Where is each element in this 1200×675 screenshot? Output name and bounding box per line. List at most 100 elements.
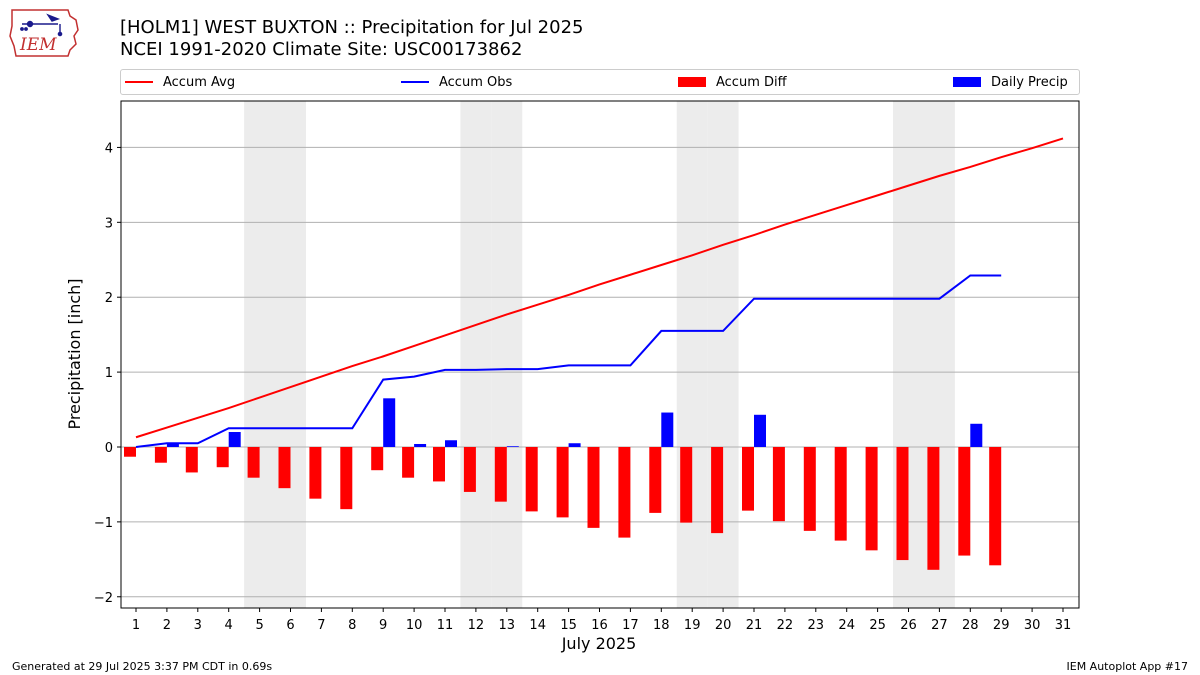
x-tick-label: 3 xyxy=(194,618,202,633)
x-tick-label: 17 xyxy=(622,618,639,633)
x-tick-label: 7 xyxy=(317,618,325,633)
x-tick-label: 8 xyxy=(348,618,356,633)
legend-label-accum-avg: Accum Avg xyxy=(163,74,236,90)
daily-precip-bar xyxy=(754,414,766,447)
y-tick-label: 4 xyxy=(105,141,113,156)
y-tick-label: −2 xyxy=(94,591,113,606)
x-tick-label: 15 xyxy=(560,618,577,633)
app-label: IEM Autoplot App #17 xyxy=(1066,660,1189,673)
iem-logo: IEM xyxy=(9,9,79,57)
legend-swatch-accum-avg xyxy=(125,81,153,83)
accum-diff-bar xyxy=(680,446,693,523)
legend-swatch-accum-diff xyxy=(678,77,706,87)
weekend-shade xyxy=(707,101,739,608)
accum-diff-bar xyxy=(463,446,476,492)
plot-frame xyxy=(120,100,1080,609)
accum-diff-bar xyxy=(742,446,754,511)
daily-precip-bar xyxy=(445,440,457,447)
x-tick-label: 14 xyxy=(529,618,546,633)
accum-diff-bar xyxy=(402,446,415,478)
x-tick-label: 20 xyxy=(715,618,732,633)
daily-precip-bar xyxy=(506,446,519,447)
legend-item-accum-avg: Accum Avg xyxy=(125,73,235,91)
accum-diff-bar xyxy=(772,446,785,522)
accum-obs-line xyxy=(135,274,1002,448)
daily-precip-bar xyxy=(970,423,983,447)
legend-item-daily-precip: Daily Precip xyxy=(953,73,1068,91)
daily-precip-bar xyxy=(568,443,581,447)
x-tick-label: 28 xyxy=(962,618,979,633)
weekend-shade xyxy=(893,101,924,608)
x-tick-label: 11 xyxy=(437,618,454,633)
logo-text: IEM xyxy=(19,35,57,55)
weekend-shade xyxy=(244,101,276,608)
y-tick-label: 1 xyxy=(105,366,113,381)
x-tick-label: 10 xyxy=(406,618,423,633)
accum-diff-bar xyxy=(803,446,816,531)
y-tick-label: 2 xyxy=(105,291,113,306)
legend-swatch-accum-obs xyxy=(401,81,429,83)
accum-diff-bar xyxy=(494,446,507,502)
accum-diff-bar xyxy=(216,446,229,468)
legend-label-accum-obs: Accum Obs xyxy=(439,74,513,90)
x-tick-label: 16 xyxy=(591,618,608,633)
weekend-shade xyxy=(676,101,708,608)
accum-diff-bar xyxy=(556,446,569,518)
accum-diff-bar xyxy=(927,446,940,570)
weekend-shade xyxy=(275,101,306,608)
x-tick-label: 24 xyxy=(838,618,855,633)
daily-precip-bar xyxy=(661,412,674,447)
daily-precip-bar xyxy=(383,398,396,447)
y-tick-label: 3 xyxy=(105,216,113,231)
legend-label-accum-diff: Accum Diff xyxy=(716,74,787,90)
chart-legend: Accum Avg Accum Obs Accum Diff Daily Pre… xyxy=(120,69,1080,95)
accum-diff-bar xyxy=(278,446,291,489)
chart-subtitle: NCEI 1991-2020 Climate Site: USC00173862 xyxy=(120,39,523,60)
accum-diff-bar xyxy=(649,446,662,513)
x-tick-label: 27 xyxy=(931,618,948,633)
accum-diff-bar xyxy=(124,446,136,457)
chart-title: [HOLM1] WEST BUXTON :: Precipitation for… xyxy=(120,17,584,38)
accum-diff-bar xyxy=(525,446,538,512)
accum-diff-bar xyxy=(989,446,1002,566)
x-tick-label: 5 xyxy=(255,618,263,633)
x-tick-label: 23 xyxy=(808,618,825,633)
accum-diff-bar xyxy=(340,446,353,510)
x-tick-label: 31 xyxy=(1055,618,1072,633)
generated-timestamp: Generated at 29 Jul 2025 3:37 PM CDT in … xyxy=(12,660,273,673)
x-axis-label: July 2025 xyxy=(561,634,637,653)
accum-diff-bar xyxy=(433,446,445,482)
accum-diff-bar xyxy=(834,446,847,541)
x-tick-label: 12 xyxy=(468,618,485,633)
x-tick-label: 29 xyxy=(993,618,1010,633)
daily-precip-bar xyxy=(414,443,427,447)
weekend-shade xyxy=(923,101,955,608)
y-axis-label: Precipitation [inch] xyxy=(65,278,84,429)
x-tick-label: 4 xyxy=(225,618,233,633)
accum-diff-bar xyxy=(865,446,878,551)
accum-diff-bar xyxy=(618,446,631,538)
daily-precip-bar xyxy=(228,432,241,447)
x-tick-label: 22 xyxy=(777,618,794,633)
accum-diff-bar xyxy=(309,446,322,499)
legend-item-accum-diff: Accum Diff xyxy=(678,73,787,91)
x-tick-label: 1 xyxy=(132,618,140,633)
x-tick-label: 25 xyxy=(869,618,886,633)
accum-diff-bar xyxy=(896,446,909,561)
x-tick-label: 26 xyxy=(900,618,917,633)
x-tick-label: 6 xyxy=(286,618,294,633)
x-tick-label: 2 xyxy=(163,618,171,633)
x-tick-label: 19 xyxy=(684,618,701,633)
weekend-shade xyxy=(460,101,492,608)
accum-diff-bar xyxy=(154,446,167,463)
accum-avg-line xyxy=(135,137,1064,439)
y-tick-label: −1 xyxy=(94,516,113,531)
accum-diff-bar xyxy=(587,446,600,528)
x-tick-label: 21 xyxy=(746,618,763,633)
y-tick-label: 0 xyxy=(105,441,113,456)
x-tick-label: 18 xyxy=(653,618,670,633)
legend-label-daily-precip: Daily Precip xyxy=(991,74,1068,90)
legend-swatch-daily-precip xyxy=(953,77,981,87)
accum-diff-bar xyxy=(185,446,198,473)
